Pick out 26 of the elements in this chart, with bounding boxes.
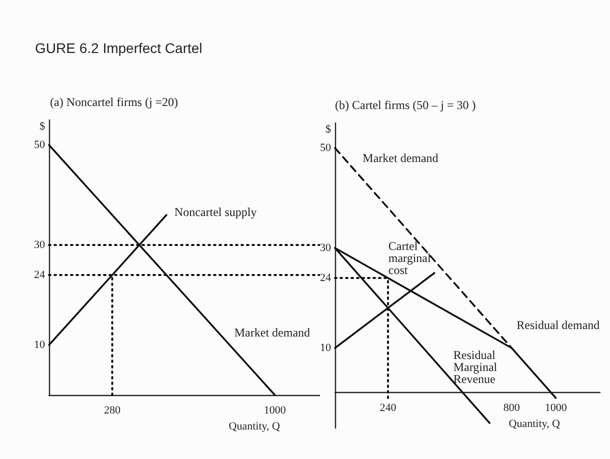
x-tick-label: 800 <box>503 402 520 414</box>
x-axis-title: Quantity, Q <box>228 420 280 432</box>
x-tick-label: 240 <box>380 402 397 414</box>
series-label: Cartel marginal cost <box>388 239 432 277</box>
series-label: Residual demand <box>516 318 600 332</box>
y-tick-label: 24 <box>34 269 46 281</box>
chart-title: GURE 6.2 Imperfect Cartel <box>35 40 202 56</box>
series-label: Residual Marginal Revenue <box>453 348 498 386</box>
x-tick-label: 1000 <box>264 404 286 416</box>
x-tick-label: 280 <box>104 404 121 416</box>
x-tick-label: 1000 <box>544 402 568 414</box>
y-tick-label: 50 <box>34 139 46 151</box>
y-axis-title: $ <box>326 124 332 136</box>
y-axis-title: $ <box>40 120 46 132</box>
y-tick-label: 10 <box>34 339 46 351</box>
series-label: Noncartel supply <box>174 205 257 219</box>
y-tick-label: 10 <box>320 342 332 354</box>
chart-title: (b) Cartel firms (50 – j = 30 ) <box>335 98 476 112</box>
y-tick-label: 24 <box>320 272 332 284</box>
series-label: Market demand <box>234 326 310 340</box>
y-tick-label: 30 <box>320 242 332 254</box>
x-axis-title: Quantity, Q <box>508 418 560 430</box>
chart-subtitle: (a) Noncartel firms (j =20) <box>50 95 178 109</box>
series-label: Market demand <box>362 151 438 165</box>
y-tick-label: 30 <box>34 239 46 251</box>
y-tick-label: 50 <box>320 142 332 154</box>
